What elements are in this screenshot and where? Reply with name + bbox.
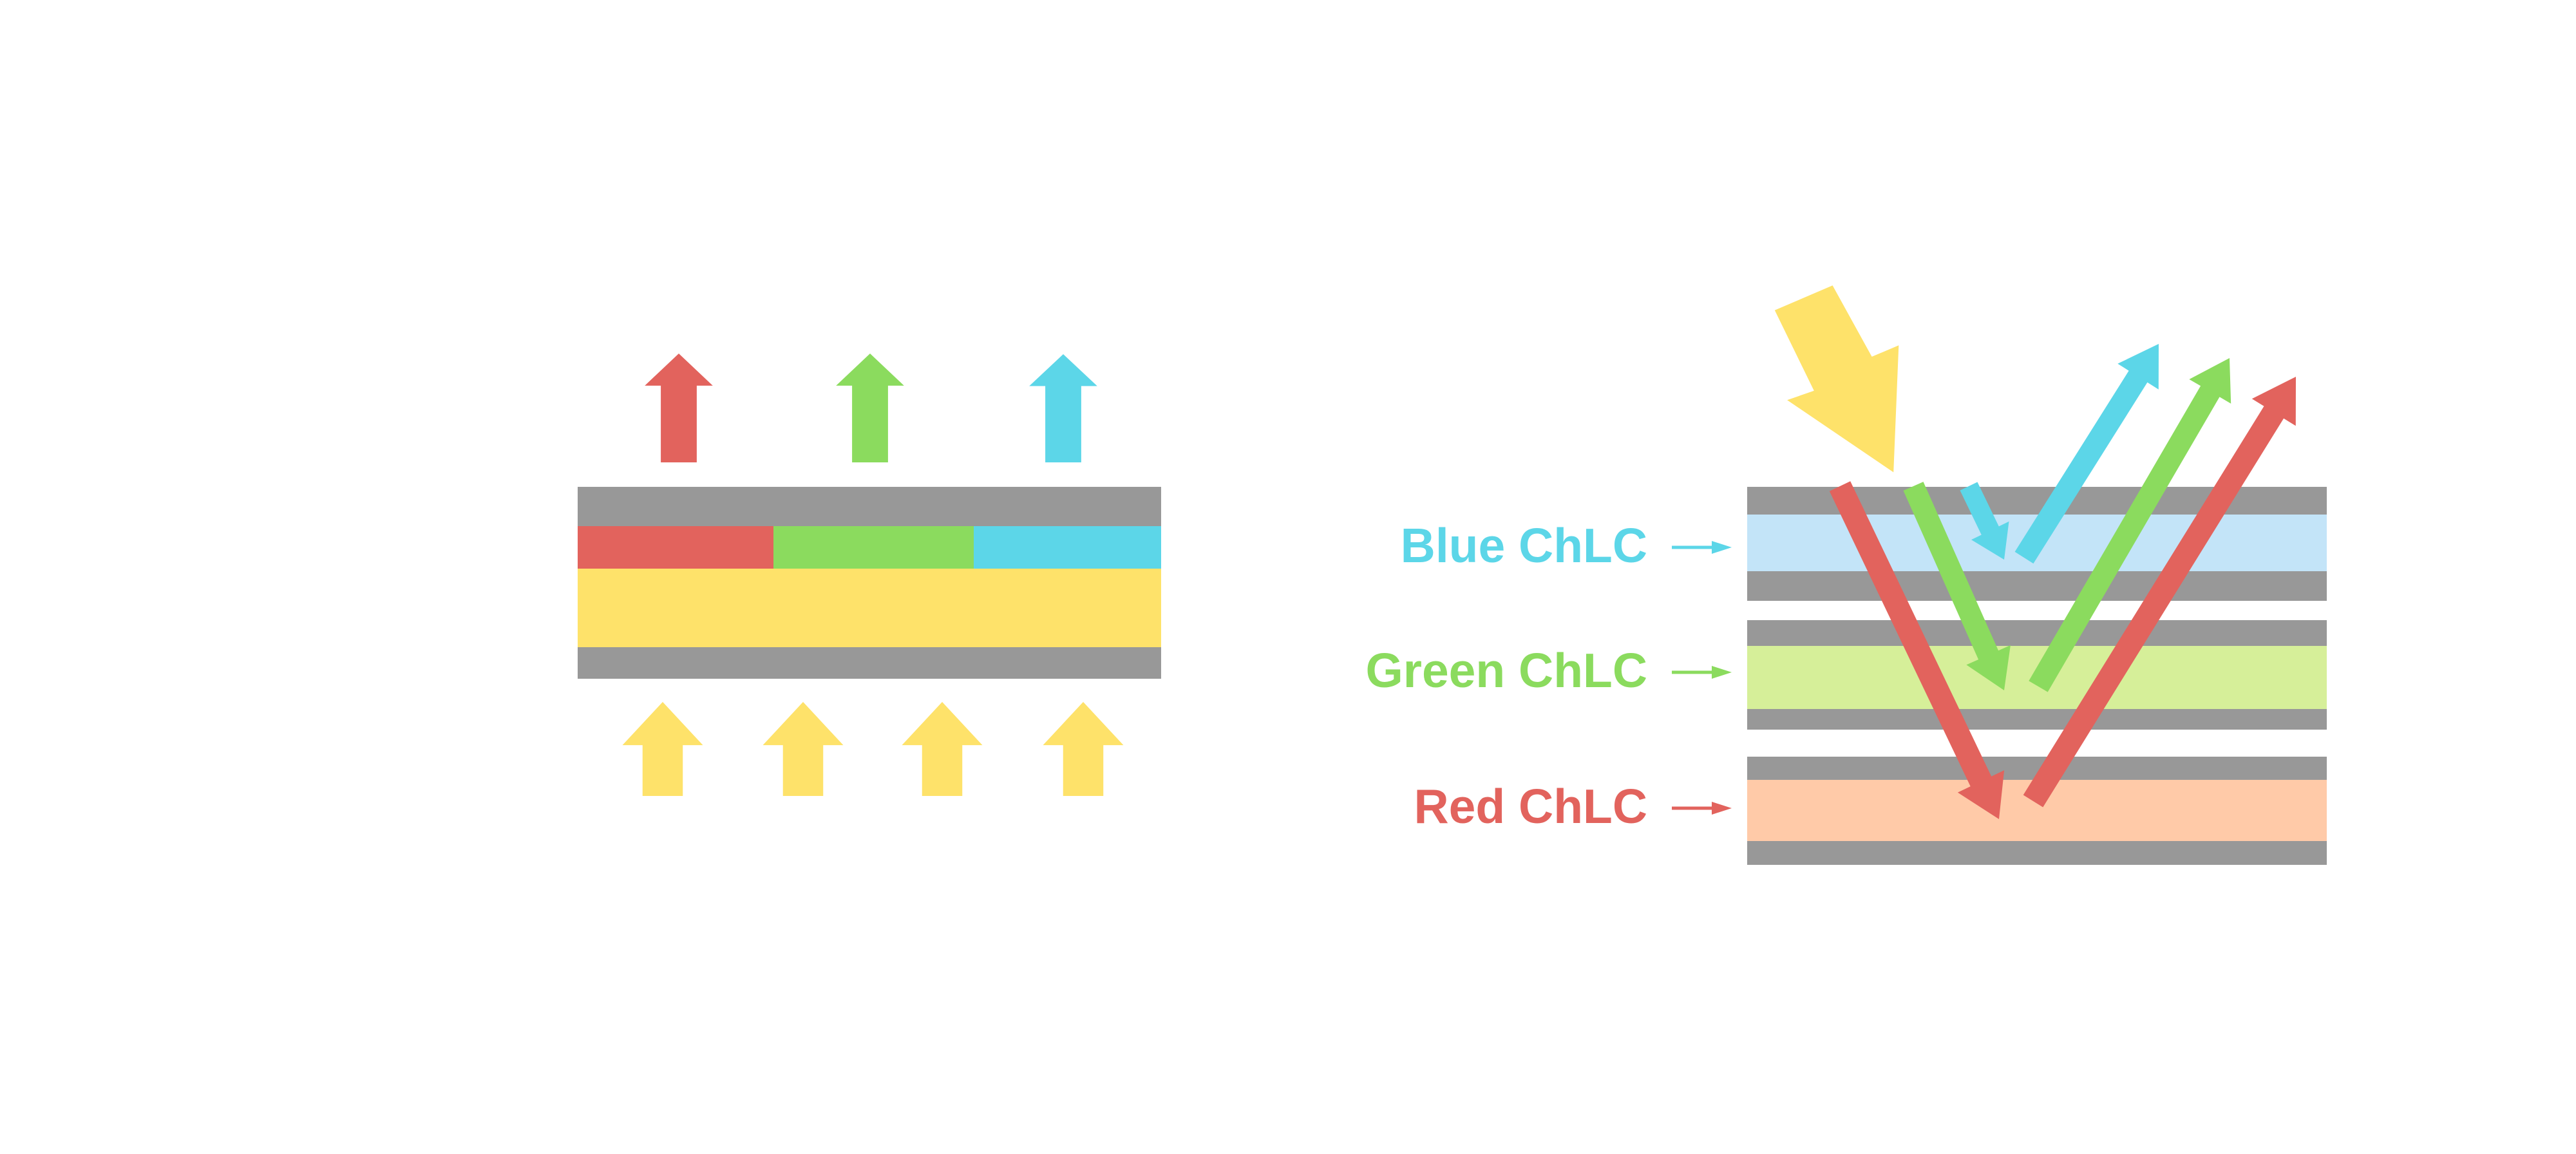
svg-text:Blue ChLC: Blue ChLC [1401,518,1647,572]
svg-text:Red ChLC: Red ChLC [1414,779,1647,833]
svg-text:Green ChLC: Green ChLC [1365,643,1647,697]
